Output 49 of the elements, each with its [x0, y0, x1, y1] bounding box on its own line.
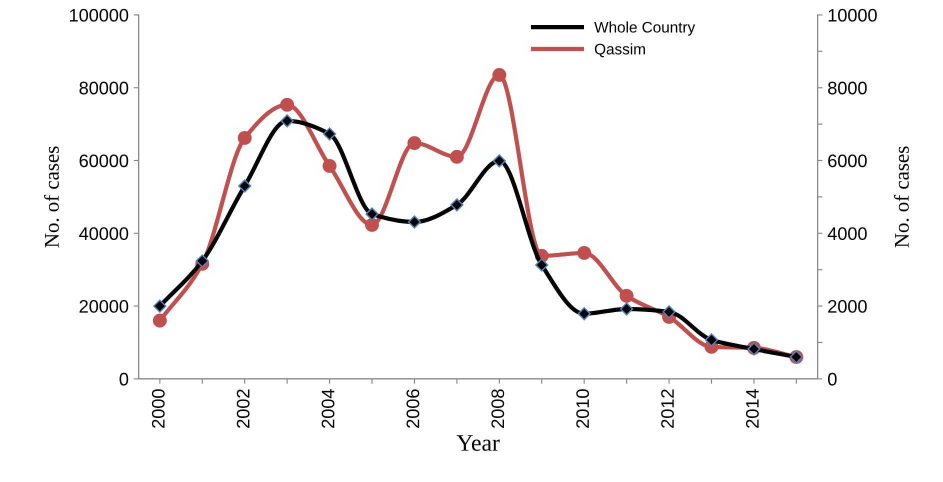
y-tick-label: 60000 — [80, 154, 128, 168]
legend-label: Qassim — [594, 43, 645, 58]
y-tick-label: 0 — [120, 372, 128, 386]
y2-tick-label: 2000 — [828, 300, 867, 313]
point — [577, 246, 592, 260]
y2-tick-label: 4000 — [828, 227, 867, 240]
point — [492, 68, 506, 82]
point — [620, 302, 634, 316]
point — [280, 98, 294, 112]
point — [492, 154, 506, 168]
x-axis-title: Year — [456, 435, 500, 451]
x-tick-label: 2008 — [491, 389, 504, 428]
y2-tick-label: 8000 — [828, 82, 867, 94]
y2-tick-label: 0 — [828, 372, 837, 386]
y-tick-label: 100000 — [70, 8, 128, 22]
point — [365, 207, 379, 221]
x-tick-label: 2004 — [322, 389, 334, 428]
point — [535, 258, 548, 272]
x-tick-label: 2000 — [152, 389, 165, 428]
x-tick-label: 2002 — [236, 389, 250, 428]
point — [578, 307, 591, 320]
y2-tick-label: 6000 — [828, 154, 867, 168]
y-tick-label: 80000 — [79, 82, 128, 94]
point — [408, 215, 422, 229]
point — [238, 131, 252, 145]
point — [408, 136, 422, 150]
point — [280, 114, 294, 128]
y2-axis-title: No. of cases — [894, 146, 909, 248]
x-tick-label: 2014 — [746, 389, 759, 428]
point — [450, 198, 464, 212]
y-tick-label: 40000 — [79, 227, 128, 240]
point — [153, 299, 166, 313]
point — [662, 305, 676, 318]
point — [152, 314, 167, 328]
point — [196, 254, 209, 268]
point — [365, 218, 379, 232]
point — [450, 150, 464, 164]
point — [322, 127, 336, 141]
point — [322, 159, 337, 173]
point — [238, 179, 252, 193]
x-tick-label: 2010 — [576, 389, 590, 428]
y-axis-title: No. of cases — [44, 146, 59, 248]
x-tick-label: 2006 — [406, 389, 420, 428]
legend-label: Whole Country — [594, 21, 696, 36]
y2-tick-label: 10000 — [828, 8, 877, 22]
point — [704, 333, 718, 346]
x-tick-label: 2012 — [661, 389, 674, 428]
y-tick-label: 20000 — [80, 300, 128, 313]
point — [620, 288, 634, 303]
